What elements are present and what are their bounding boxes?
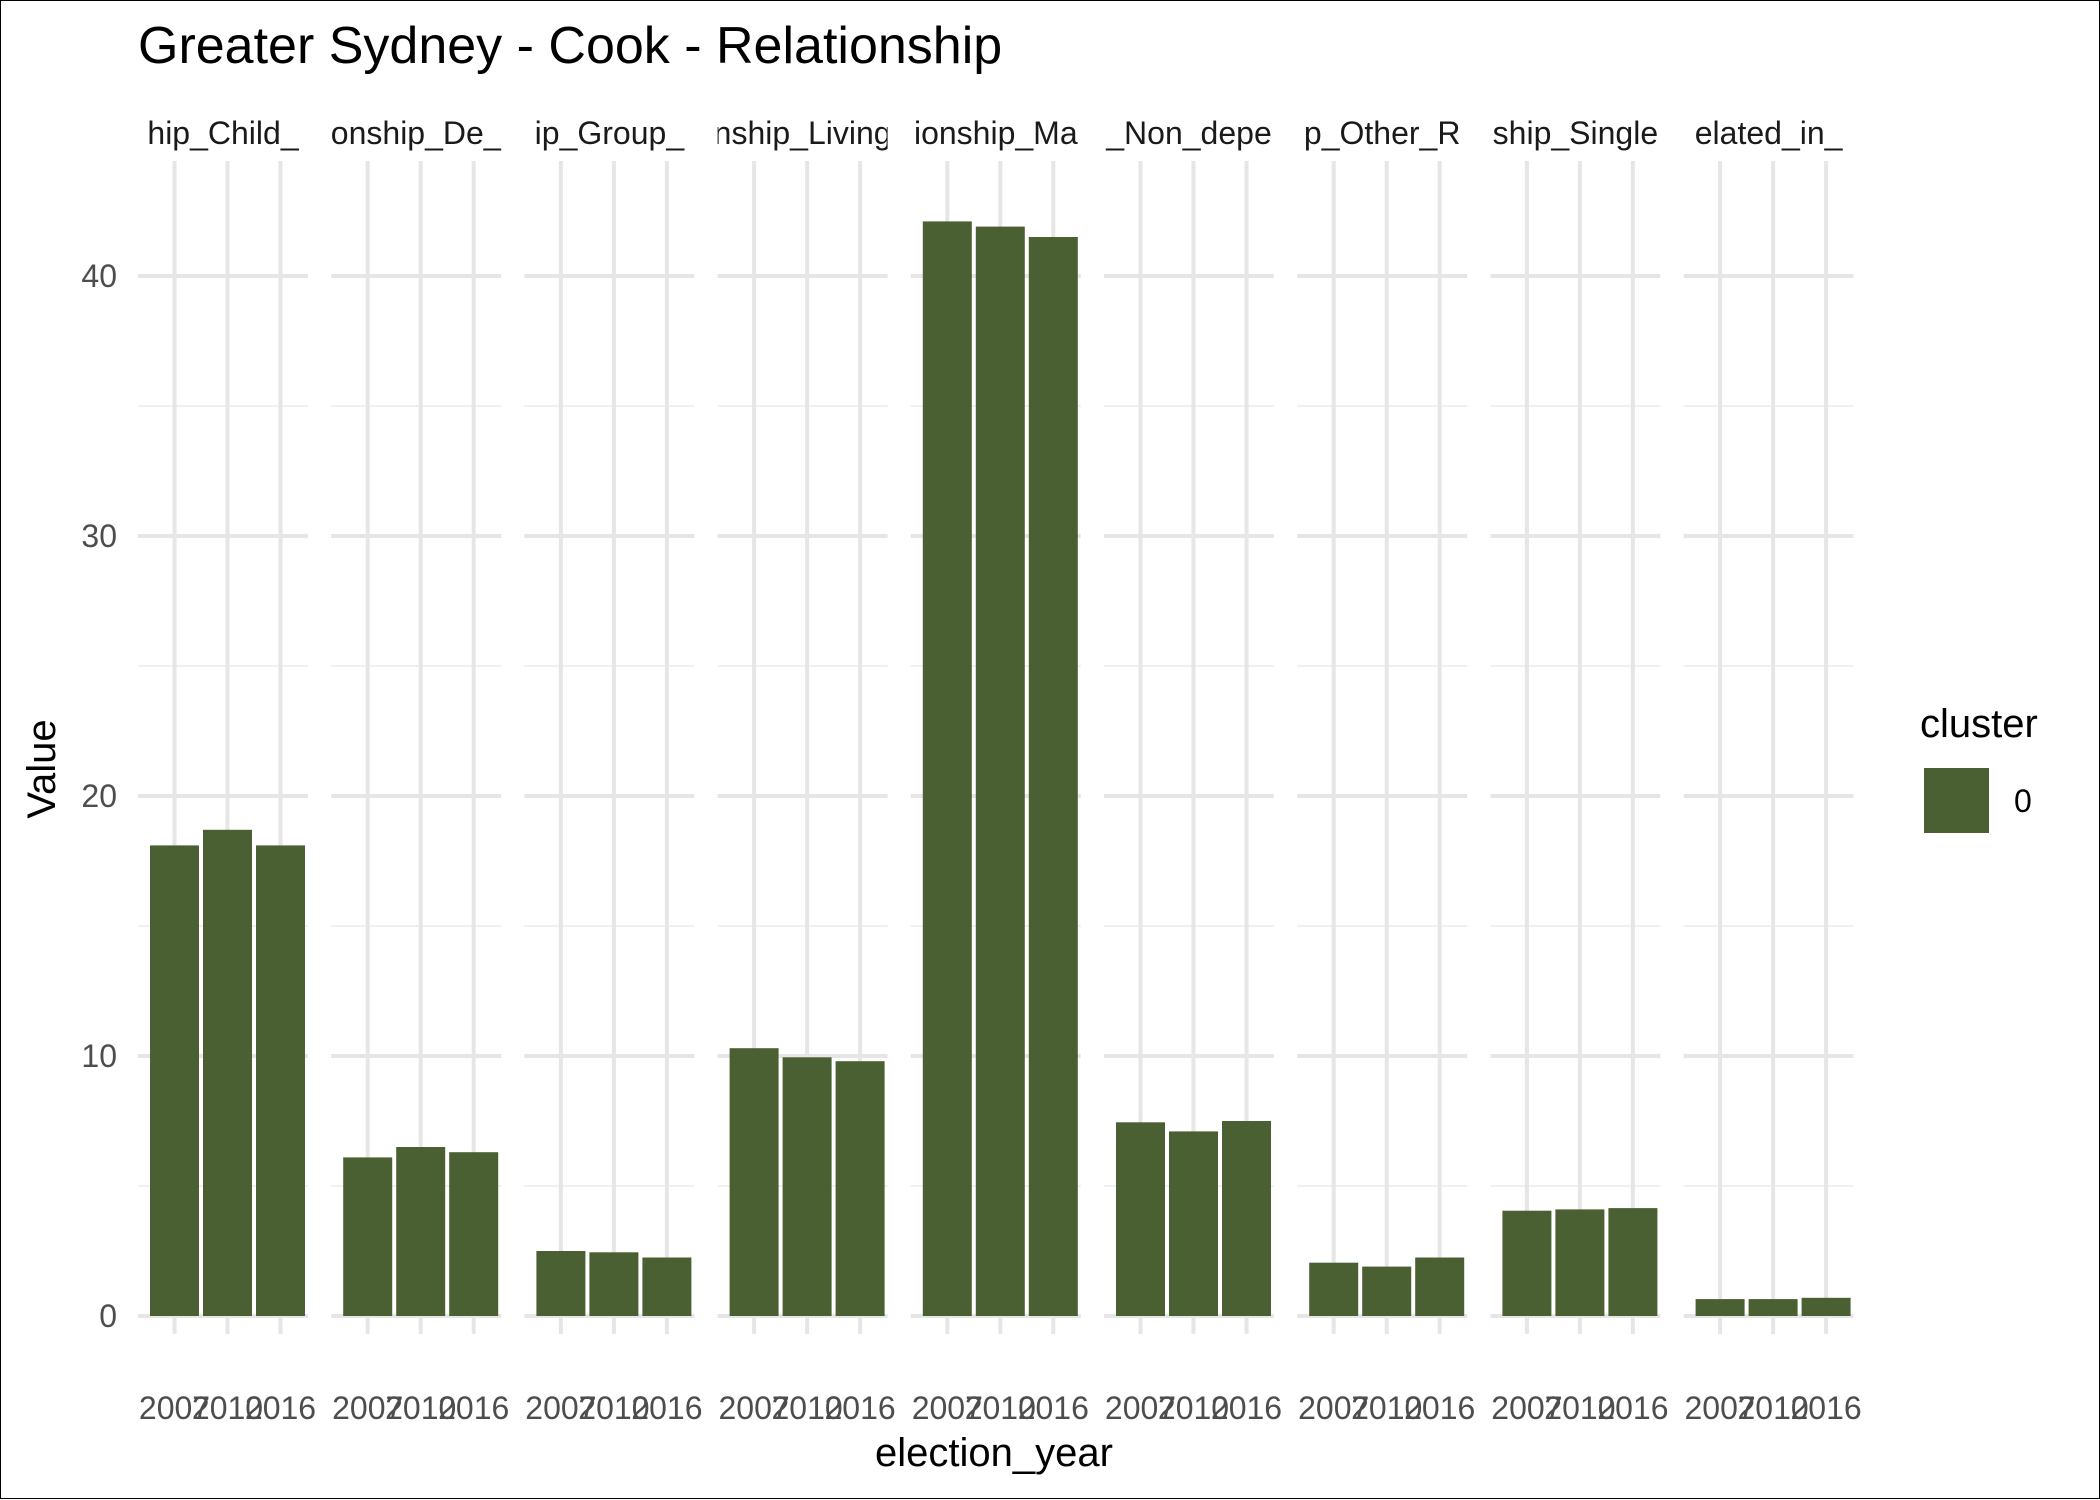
x-tick-label: 2010 [578, 1390, 649, 1426]
bar [1309, 1262, 1359, 1316]
bar [729, 1048, 779, 1316]
x-tick-label: 2007 [1685, 1390, 1756, 1426]
x-tick-label: 2010 [1738, 1390, 1809, 1426]
bar [1695, 1299, 1745, 1316]
facet-strip-label: p_Other_R [1304, 115, 1461, 151]
x-tick-label: 2010 [385, 1390, 456, 1426]
bar [1748, 1299, 1798, 1316]
x-tick-label: 2016 [1211, 1390, 1282, 1426]
chart-title: Greater Sydney - Cook - Relationship [138, 17, 1002, 75]
x-tick-label: 2007 [1298, 1390, 1369, 1426]
x-tick-label: 2007 [1105, 1390, 1176, 1426]
facet-strip-label: hip_Child_ [147, 115, 299, 151]
bar [835, 1061, 885, 1316]
bar [1502, 1210, 1552, 1316]
y-tick-label: 40 [81, 258, 117, 294]
x-tick-label: 2016 [245, 1390, 316, 1426]
bar [396, 1147, 446, 1316]
bar [589, 1252, 639, 1316]
facet-strip-label: ship_Single [1493, 115, 1658, 151]
bar [975, 226, 1025, 1317]
bar [1801, 1297, 1851, 1316]
bar [1608, 1208, 1658, 1316]
facet-strip-label: elated_in_ [1695, 115, 1844, 151]
x-tick-label: 2016 [1791, 1390, 1862, 1426]
x-tick-label: 2010 [1158, 1390, 1229, 1426]
facet-strip-label: ip_Group_ [535, 115, 686, 151]
bar [1362, 1266, 1412, 1316]
bar [203, 829, 252, 1316]
facet-strip-label: onship_De_ [331, 115, 503, 151]
x-tick-label: 2007 [912, 1390, 983, 1426]
x-tick-label: 2016 [438, 1390, 509, 1426]
facet-strip-label: nship_Living [714, 115, 892, 151]
x-tick-label: 2007 [332, 1390, 403, 1426]
x-tick-label: 2016 [1404, 1390, 1475, 1426]
x-tick-label: 2010 [1351, 1390, 1422, 1426]
facet-strip-labels: hip_Child_ onship_De_ ip_Group_ nship_Livin… [147, 115, 1843, 151]
x-tick-label: 2010 [772, 1390, 843, 1426]
bar [642, 1257, 692, 1316]
legend-title: cluster [1920, 702, 2038, 746]
bars-layer [150, 221, 1851, 1317]
legend-key-swatch [1924, 768, 1989, 833]
y-tick-label: 10 [81, 1038, 117, 1074]
y-axis-title: Value [20, 719, 64, 818]
x-tick-label: 2007 [139, 1390, 210, 1426]
bar [1222, 1121, 1271, 1316]
y-tick-labels: 0 10 20 30 40 [81, 258, 117, 1334]
bar [922, 221, 972, 1316]
bar [343, 1157, 393, 1316]
x-tick-label: 2016 [1597, 1390, 1668, 1426]
bar [449, 1152, 499, 1316]
bar [1116, 1122, 1165, 1316]
x-tick-label: 2016 [825, 1390, 896, 1426]
x-tick-label: 2010 [965, 1390, 1036, 1426]
x-tick-label: 2010 [192, 1390, 263, 1426]
bar [150, 845, 199, 1316]
x-tick-label: 2007 [719, 1390, 790, 1426]
y-tick-label: 0 [99, 1298, 117, 1334]
x-tick-label: 2016 [631, 1390, 702, 1426]
legend: cluster 0 [1920, 702, 2038, 833]
bar [1169, 1131, 1218, 1316]
facet-strip-label: _Non_depe [1105, 115, 1271, 151]
y-tick-label: 20 [81, 778, 117, 814]
x-tick-label: 2007 [525, 1390, 596, 1426]
x-tick-label: 2010 [1544, 1390, 1615, 1426]
legend-entry-label: 0 [2014, 783, 2032, 819]
bar [782, 1057, 832, 1316]
x-axis-title: election_year [875, 1431, 1113, 1475]
y-tick-label: 30 [81, 518, 117, 554]
bar [1555, 1209, 1605, 1316]
facet-strip-label: ionship_Ma [914, 115, 1078, 151]
bar [1028, 237, 1078, 1316]
x-tick-label: 2007 [1491, 1390, 1562, 1426]
x-tick-label: 2016 [1018, 1390, 1089, 1426]
bar [1415, 1257, 1465, 1316]
bar [256, 845, 305, 1316]
bar [536, 1251, 586, 1316]
